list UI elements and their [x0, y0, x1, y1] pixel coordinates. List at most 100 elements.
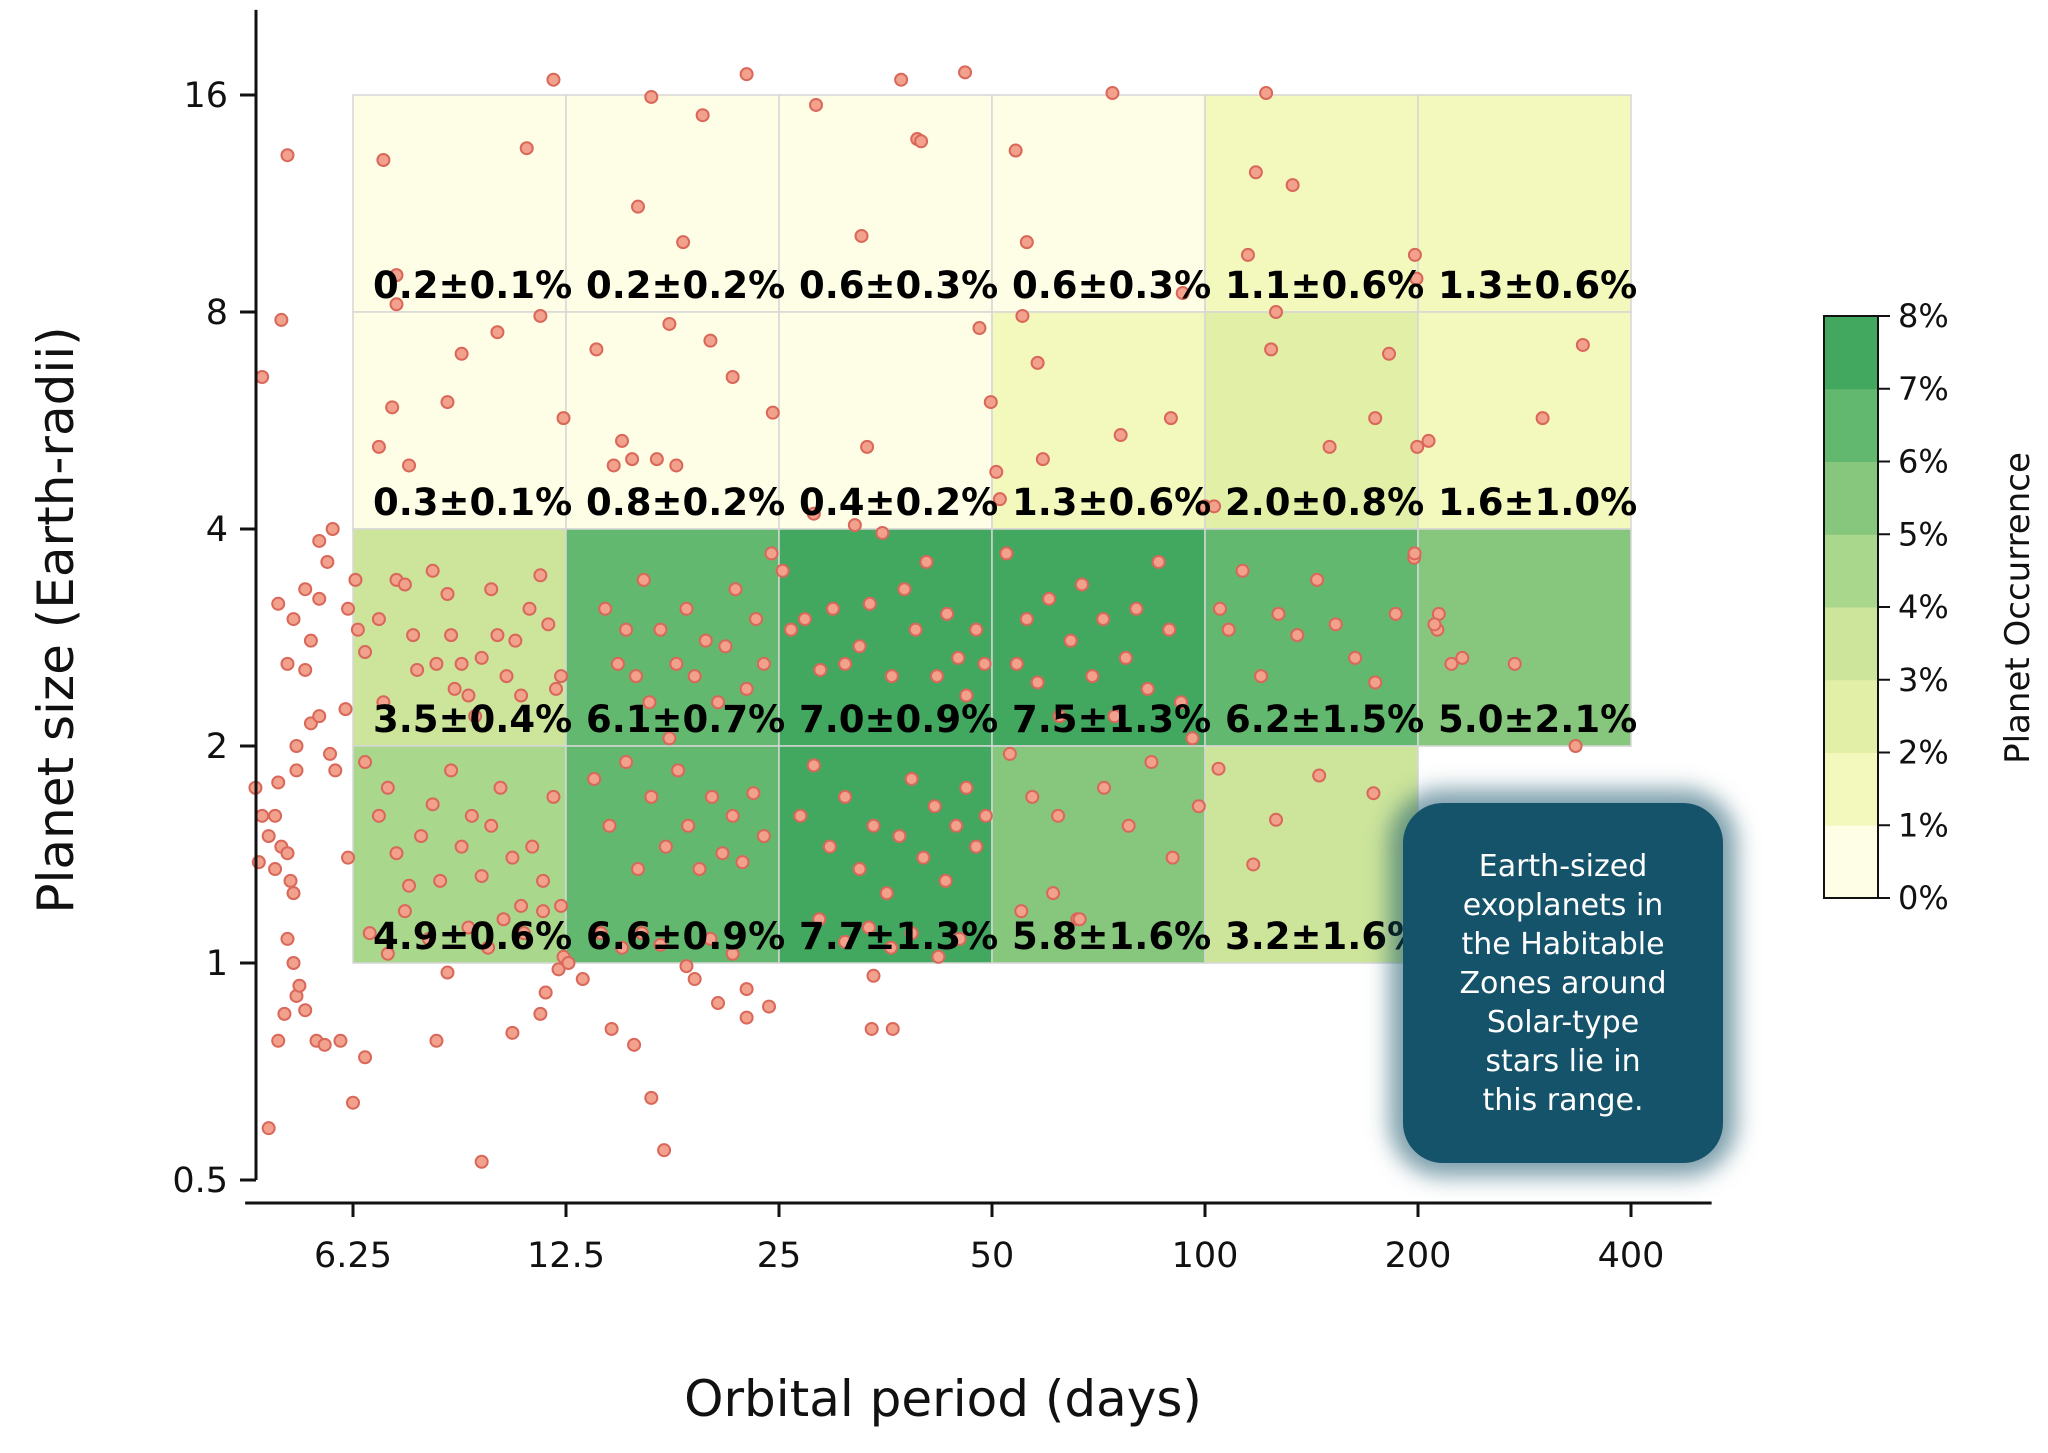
planet-point — [1072, 912, 1087, 927]
planet-point — [397, 577, 412, 592]
y-tick-label: 4 — [206, 510, 228, 550]
planet-point — [1410, 439, 1425, 454]
planet-point — [1129, 601, 1144, 616]
planet-point — [298, 1003, 313, 1018]
planet-point — [875, 525, 890, 540]
planet-point — [698, 633, 713, 648]
planet-point — [261, 829, 276, 844]
planet-point — [931, 949, 946, 964]
heatmap-cell-label: 3.5±0.4% — [373, 698, 572, 741]
planet-point — [280, 148, 295, 163]
planet-point — [385, 400, 400, 415]
x-tick-label: 25 — [757, 1236, 802, 1276]
planet-point — [806, 506, 821, 521]
planet-point — [711, 695, 726, 710]
planet-point — [989, 464, 1004, 479]
planet-point — [1121, 818, 1136, 833]
planet-point — [725, 946, 740, 961]
planet-point — [642, 695, 657, 710]
planet-point — [959, 780, 974, 795]
planet-point — [1240, 247, 1255, 262]
planet-point — [425, 797, 440, 812]
planet-point — [317, 1037, 332, 1052]
planet-point — [725, 370, 740, 385]
planet-point — [1269, 305, 1284, 319]
planet-point — [474, 650, 489, 665]
planet-point — [938, 873, 953, 888]
planet-point — [1235, 563, 1250, 578]
planet-point — [271, 1033, 286, 1048]
planet-point — [952, 931, 967, 946]
x-axis-title: Orbital period (days) — [684, 1370, 1202, 1428]
planet-point — [764, 546, 779, 561]
heatmap-cell-label: 1.6±1.0% — [1438, 481, 1637, 524]
planet-point — [884, 940, 899, 955]
planet-point — [593, 926, 608, 941]
planet-point — [312, 591, 327, 606]
planet-point — [496, 912, 511, 927]
planet-point — [325, 522, 340, 536]
planet-point — [1051, 808, 1066, 823]
colorbar-tick-label: 2% — [1898, 734, 1949, 772]
planet-point — [1163, 411, 1178, 426]
planet-point — [454, 656, 469, 671]
colorbar-segment — [1824, 534, 1878, 608]
planet-point — [490, 628, 505, 643]
planet-point — [715, 846, 730, 861]
colorbar-segment — [1824, 316, 1878, 390]
habitable-zone-note: Earth-sized exoplanets in the Habitable … — [1403, 803, 1723, 1163]
planet-point — [371, 439, 386, 454]
planet-point — [904, 771, 919, 786]
planet-point — [484, 818, 499, 833]
planet-point — [522, 601, 537, 616]
heatmap-cell-label: 3.2±1.6% — [1225, 915, 1424, 958]
planet-point — [927, 799, 942, 814]
planet-point — [662, 731, 677, 746]
heatmap-cell — [778, 745, 993, 964]
planet-point — [1175, 286, 1190, 301]
planet-point — [1211, 761, 1226, 776]
planet-point — [406, 628, 421, 643]
planet-point — [440, 965, 455, 980]
planet-point — [1008, 143, 1023, 158]
planet-point — [429, 656, 444, 671]
planet-point — [602, 818, 617, 833]
planet-point — [312, 709, 327, 724]
planet-point — [1174, 695, 1189, 710]
planet-point — [762, 999, 777, 1014]
planet-point — [854, 228, 869, 243]
planet-point — [908, 622, 923, 637]
planet-point — [669, 656, 684, 671]
planet-point — [897, 582, 912, 597]
planet-point — [1310, 572, 1325, 587]
planet-point — [1207, 499, 1222, 514]
planet-point — [1348, 650, 1363, 665]
planet-point — [274, 312, 289, 327]
planet-point — [852, 639, 867, 654]
planet-point — [346, 1095, 360, 1110]
colorbar-tick-label: 7% — [1898, 370, 1949, 408]
planet-point — [444, 628, 459, 643]
planet-point — [649, 452, 664, 467]
colorbar-segment — [1824, 607, 1878, 681]
heatmap-cell-label: 6.1±0.7% — [586, 698, 785, 741]
planet-point — [454, 346, 469, 361]
y-tick-label: 16 — [183, 76, 228, 116]
planet-point — [775, 563, 790, 578]
planet-point — [389, 846, 404, 861]
planet-point — [444, 763, 459, 778]
planet-point — [739, 67, 754, 82]
planet-point — [822, 839, 837, 854]
planet-point — [919, 554, 934, 569]
planet-point — [634, 926, 649, 941]
planet-point — [519, 141, 534, 156]
x-tick-label: 12.5 — [527, 1236, 605, 1276]
planet-point — [536, 873, 551, 888]
planet-point — [499, 669, 514, 684]
heatmap-cell — [565, 94, 780, 313]
planet-point — [549, 681, 564, 696]
planet-point — [679, 959, 694, 974]
planet-point — [1025, 789, 1040, 804]
planet-point — [484, 582, 499, 597]
